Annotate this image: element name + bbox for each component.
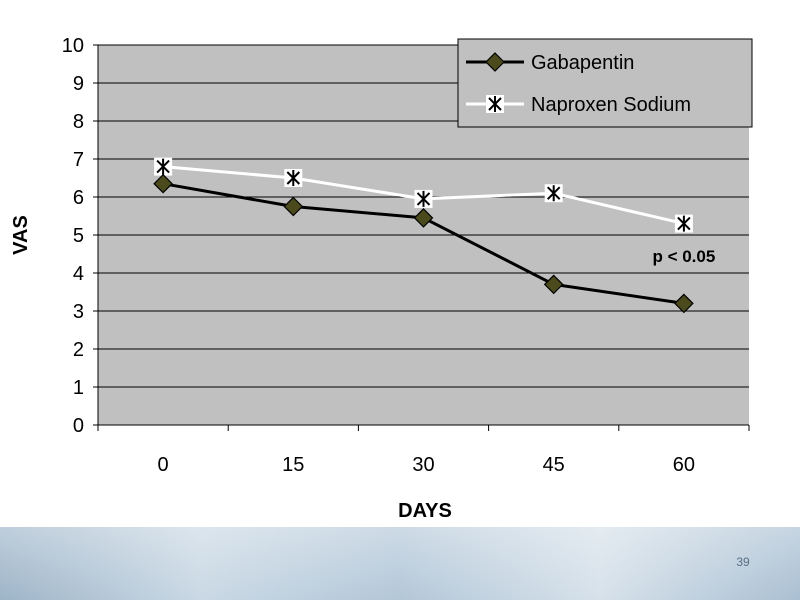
x-tick-label: 30 [412, 454, 434, 476]
data-point-naproxen-sodium [284, 169, 303, 187]
y-tick-label: 0 [73, 415, 84, 437]
x-tick-label: 60 [673, 454, 695, 476]
x-tick-label: 0 [158, 454, 169, 476]
star-marker-icon [486, 95, 504, 113]
data-point-naproxen-sodium [154, 157, 173, 176]
x-axis-title: DAYS [398, 500, 452, 522]
significance-annotation: p < 0.05 [652, 247, 715, 266]
annotation-layer: p < 0.05 [652, 247, 715, 266]
y-tick-label: 4 [73, 263, 84, 285]
data-point-gabapentin [153, 173, 173, 194]
y-tick-label: 1 [73, 377, 84, 399]
series-naproxen-sodium [154, 157, 693, 233]
x-tick-label: 45 [543, 454, 565, 476]
footer-band [0, 527, 800, 600]
data-point-naproxen-sodium [674, 214, 693, 233]
series-layer [153, 157, 694, 314]
y-tick-label: 10 [62, 35, 84, 57]
data-point-naproxen-sodium [544, 184, 563, 203]
y-tick-label: 6 [73, 187, 84, 209]
y-tick-label: 9 [73, 73, 84, 95]
diamond-marker-icon [485, 52, 505, 72]
series-gabapentin [153, 173, 694, 314]
y-axis-ticks: 0 1 2 3 4 5 6 7 8 9 10 [62, 35, 98, 437]
legend: Gabapentin Naproxen Sodium [457, 38, 753, 128]
page-number: 39 [736, 555, 750, 569]
y-tick-label: 3 [73, 301, 84, 323]
legend-entry-gabapentin: Gabapentin [466, 52, 634, 74]
legend-box [457, 38, 753, 128]
y-axis-title: VAS [10, 215, 32, 255]
y-tick-label: 2 [73, 339, 84, 361]
x-axis-ticks: 0 15 30 45 60 [97, 425, 750, 476]
legend-label-naproxen-sodium: Naproxen Sodium [531, 94, 691, 116]
data-point-gabapentin [283, 196, 304, 217]
data-point-gabapentin [674, 293, 694, 314]
legend-label-gabapentin: Gabapentin [531, 52, 634, 74]
y-tick-label: 5 [73, 225, 84, 247]
data-point-gabapentin [413, 208, 434, 228]
y-tick-label: 8 [73, 111, 84, 133]
y-tick-label: 7 [73, 149, 84, 171]
data-point-naproxen-sodium [414, 189, 433, 208]
x-tick-label: 15 [282, 454, 304, 476]
data-point-gabapentin [543, 274, 564, 295]
legend-entry-naproxen-sodium: Naproxen Sodium [466, 94, 691, 116]
